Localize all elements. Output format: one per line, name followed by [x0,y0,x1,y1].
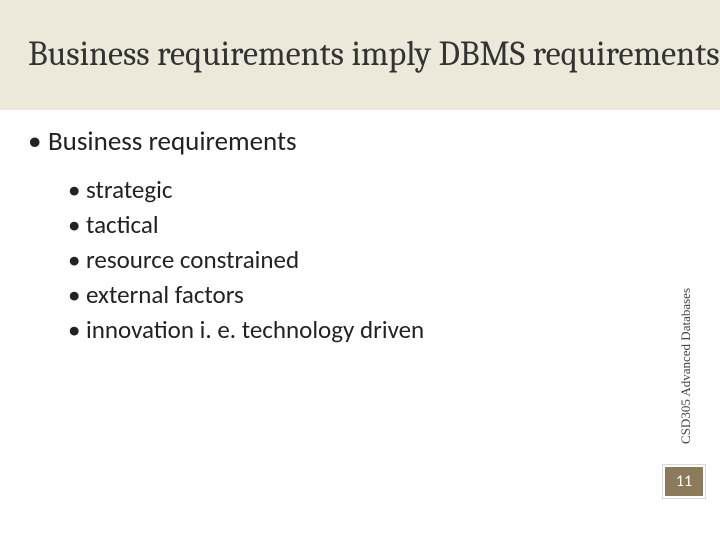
bullet-level2: •innovation i. e. technology driven [68,312,628,347]
bullet-char: • [68,172,86,207]
slide-title: Business requirements imply DBMS require… [28,35,720,74]
bullet-char: • [68,277,86,312]
level2-text: innovation i. e. technology driven [86,314,424,345]
content-area: •Business requirements •strategic •tacti… [28,125,628,347]
bullet-level2: •external factors [68,277,628,312]
bullet-level1: •Business requirements [28,125,628,158]
level2-text: strategic [86,174,172,205]
bullet-char: • [68,207,86,242]
course-label: CSD305 Advanced Databases [678,288,694,444]
page-number: 11 [676,472,692,491]
level2-text: resource constrained [86,244,299,275]
bullet-char: • [68,242,86,277]
bullet-level2: •resource constrained [68,242,628,277]
level2-text: tactical [86,209,159,240]
level2-text: external factors [86,279,244,310]
bullet-char: • [68,312,86,347]
level2-group: •strategic •tactical •resource constrain… [68,172,628,347]
bullet-char: • [28,125,48,158]
bullet-level2: •tactical [68,207,628,242]
title-bar: Business requirements imply DBMS require… [0,0,720,110]
level1-text: Business requirements [48,125,297,158]
bullet-level2: •strategic [68,172,628,207]
page-number-box: 11 [663,465,705,498]
